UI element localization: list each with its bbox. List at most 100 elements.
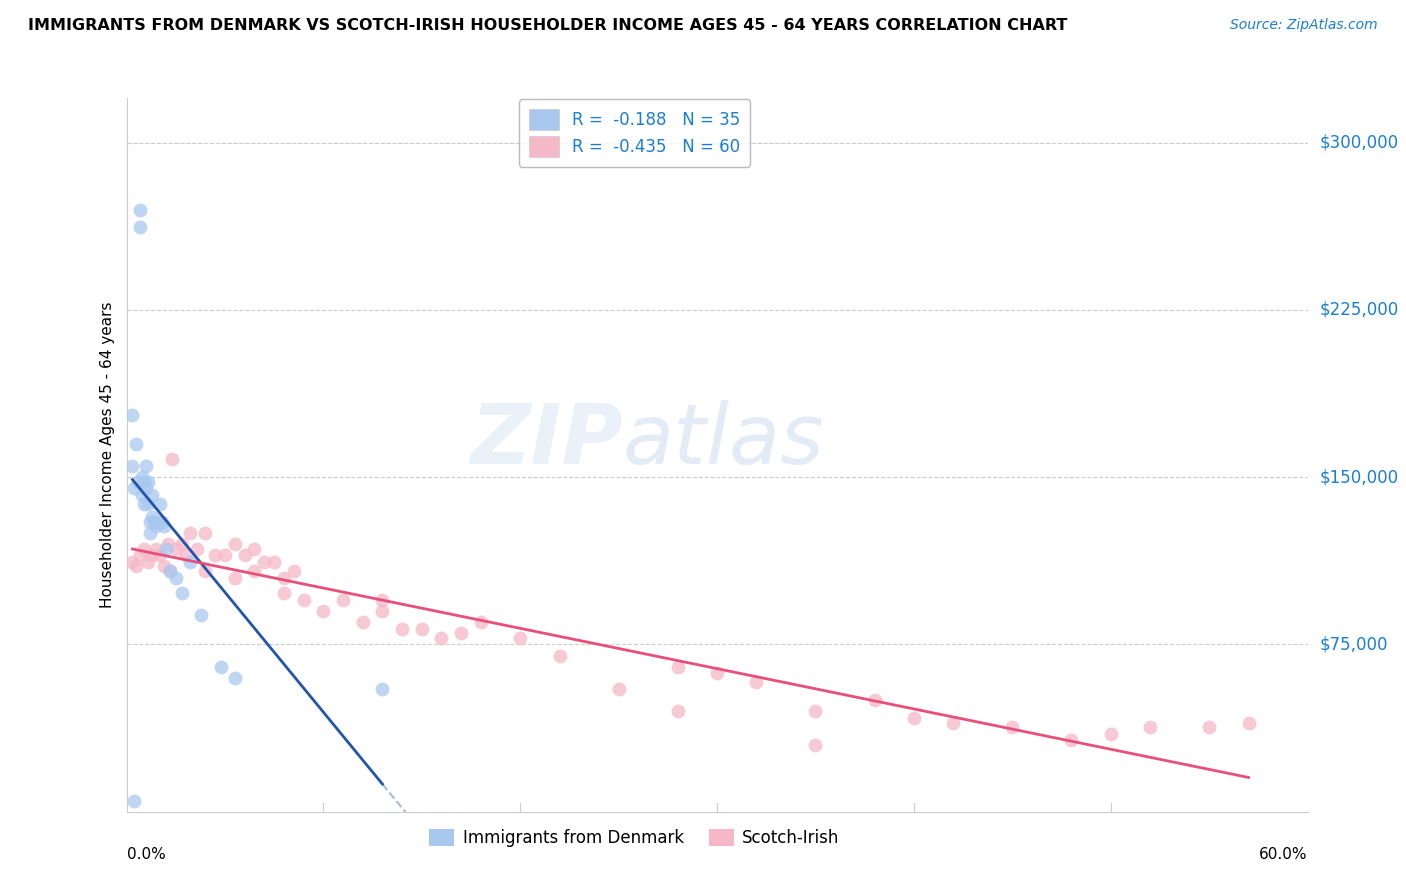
- Point: [146, 515, 169, 529]
- Point: [1237, 715, 1260, 730]
- Point: [607, 681, 630, 696]
- Point: [204, 548, 226, 563]
- Point: [129, 220, 152, 235]
- Point: [332, 592, 354, 607]
- Point: [179, 526, 201, 541]
- Point: [134, 475, 156, 489]
- Point: [170, 537, 193, 551]
- Point: [224, 571, 246, 585]
- Y-axis label: Householder Income Ages 45 - 64 years: Householder Income Ages 45 - 64 years: [100, 301, 115, 608]
- Point: [159, 564, 181, 578]
- Point: [224, 537, 246, 551]
- Point: [209, 660, 232, 674]
- Point: [145, 519, 167, 533]
- Point: [371, 604, 394, 618]
- Point: [804, 738, 827, 752]
- Point: [243, 541, 266, 556]
- Point: [143, 515, 166, 529]
- Point: [1139, 720, 1161, 734]
- Point: [121, 458, 143, 473]
- Point: [160, 452, 183, 467]
- Point: [214, 548, 236, 563]
- Text: $150,000: $150,000: [1319, 468, 1399, 486]
- Point: [159, 564, 181, 578]
- Point: [129, 548, 152, 563]
- Point: [666, 705, 689, 719]
- Point: [903, 711, 925, 725]
- Point: [141, 488, 163, 502]
- Point: [509, 631, 531, 645]
- Point: [153, 559, 176, 574]
- Point: [190, 608, 212, 623]
- Point: [179, 555, 201, 569]
- Point: [273, 571, 295, 585]
- Text: Source: ZipAtlas.com: Source: ZipAtlas.com: [1230, 18, 1378, 32]
- Point: [371, 681, 394, 696]
- Point: [745, 675, 768, 690]
- Point: [224, 671, 246, 685]
- Text: 60.0%: 60.0%: [1260, 847, 1308, 863]
- Point: [165, 541, 187, 556]
- Text: atlas: atlas: [623, 401, 824, 481]
- Point: [450, 626, 472, 640]
- Point: [125, 436, 148, 450]
- Point: [124, 794, 146, 808]
- Point: [391, 622, 413, 636]
- Point: [149, 548, 172, 563]
- Point: [141, 548, 163, 563]
- Point: [139, 515, 162, 529]
- Point: [273, 586, 295, 600]
- Point: [263, 555, 285, 569]
- Point: [136, 555, 159, 569]
- Point: [134, 497, 156, 511]
- Point: [470, 615, 492, 630]
- Point: [253, 555, 276, 569]
- Point: [1198, 720, 1220, 734]
- Point: [243, 564, 266, 578]
- Text: $300,000: $300,000: [1319, 134, 1399, 152]
- Text: $225,000: $225,000: [1319, 301, 1399, 319]
- Point: [124, 482, 146, 496]
- Point: [127, 475, 149, 489]
- Point: [150, 515, 173, 529]
- Point: [352, 615, 374, 630]
- Point: [134, 541, 156, 556]
- Point: [136, 497, 159, 511]
- Point: [121, 555, 143, 569]
- Point: [942, 715, 965, 730]
- Point: [170, 586, 193, 600]
- Point: [312, 604, 335, 618]
- Point: [233, 548, 256, 563]
- Point: [141, 510, 163, 524]
- Point: [129, 202, 152, 217]
- Point: [283, 564, 305, 578]
- Point: [139, 526, 162, 541]
- Point: [430, 631, 453, 645]
- Point: [1099, 726, 1122, 740]
- Legend: Immigrants from Denmark, Scotch-Irish: Immigrants from Denmark, Scotch-Irish: [423, 822, 846, 854]
- Point: [548, 648, 571, 663]
- Point: [1060, 733, 1083, 747]
- Point: [121, 408, 143, 422]
- Point: [145, 541, 167, 556]
- Point: [131, 488, 153, 502]
- Point: [194, 564, 217, 578]
- Point: [371, 592, 394, 607]
- Text: ZIP: ZIP: [470, 401, 623, 481]
- Point: [411, 622, 433, 636]
- Point: [155, 541, 177, 556]
- Point: [135, 458, 157, 473]
- Point: [863, 693, 886, 707]
- Point: [292, 592, 315, 607]
- Point: [135, 482, 157, 496]
- Text: $75,000: $75,000: [1319, 635, 1388, 654]
- Point: [136, 475, 159, 489]
- Point: [153, 519, 176, 533]
- Point: [156, 537, 179, 551]
- Point: [131, 470, 153, 484]
- Point: [706, 666, 728, 681]
- Point: [194, 526, 217, 541]
- Point: [165, 571, 187, 585]
- Point: [149, 497, 172, 511]
- Point: [666, 660, 689, 674]
